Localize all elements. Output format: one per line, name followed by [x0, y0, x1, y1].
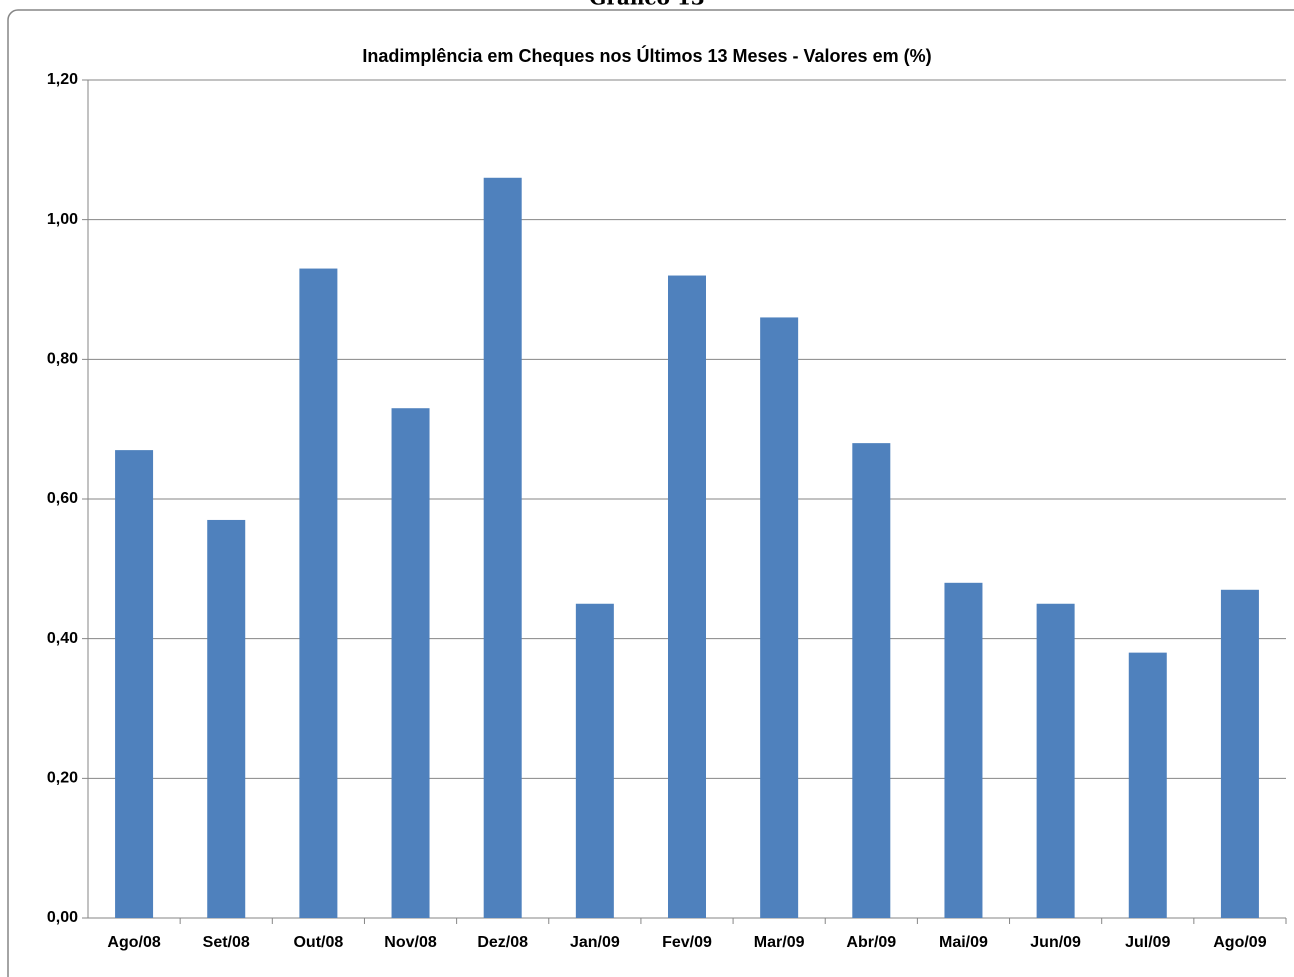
y-tick-label: 0,20	[47, 770, 78, 787]
x-tick-label: Abr/09	[846, 934, 896, 951]
y-tick-label: 0,60	[47, 490, 78, 507]
x-tick-label: Out/08	[293, 934, 343, 951]
bar	[668, 275, 706, 918]
y-tick-label: 0,00	[47, 909, 78, 926]
bar	[207, 519, 246, 918]
bar	[391, 408, 430, 918]
x-tick-label: Set/08	[203, 934, 250, 951]
x-tick-label: Dez/08	[477, 934, 528, 951]
bar	[299, 268, 338, 918]
bar	[852, 443, 891, 918]
bar	[115, 450, 154, 918]
x-tick-label: Ago/09	[1213, 934, 1266, 951]
x-tick-label: Jul/09	[1125, 934, 1170, 951]
y-tick-label: 0,40	[47, 630, 78, 647]
y-tick-label: 1,00	[47, 211, 78, 228]
x-tick-label: Jun/09	[1030, 934, 1081, 951]
x-tick-label: Jan/09	[570, 934, 620, 951]
bar	[1128, 652, 1167, 918]
x-tick-label: Ago/08	[107, 934, 160, 951]
bar	[760, 317, 799, 918]
x-tick-label: Fev/09	[662, 934, 712, 951]
bar	[1220, 589, 1259, 918]
page-header: Gráfico 13	[589, 0, 704, 10]
y-tick-label: 1,20	[47, 71, 78, 88]
bar	[575, 603, 614, 918]
y-tick-label: 0,80	[47, 351, 78, 368]
chart-title: Inadimplência em Cheques nos Últimos 13 …	[362, 45, 931, 66]
chart-border	[7, 9, 1294, 977]
x-tick-label: Mar/09	[754, 934, 805, 951]
bar	[483, 177, 522, 918]
x-tick-label: Nov/08	[384, 934, 437, 951]
bar	[944, 582, 983, 918]
bar	[1036, 603, 1075, 918]
x-tick-label: Mai/09	[939, 934, 988, 951]
